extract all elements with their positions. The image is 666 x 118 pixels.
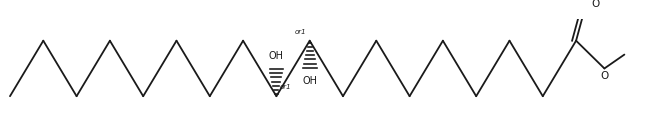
Text: or1: or1 (280, 84, 291, 90)
Text: OH: OH (269, 51, 284, 61)
Text: or1: or1 (295, 29, 306, 35)
Text: OH: OH (302, 76, 317, 86)
Text: O: O (600, 71, 609, 81)
Text: O: O (591, 0, 599, 9)
